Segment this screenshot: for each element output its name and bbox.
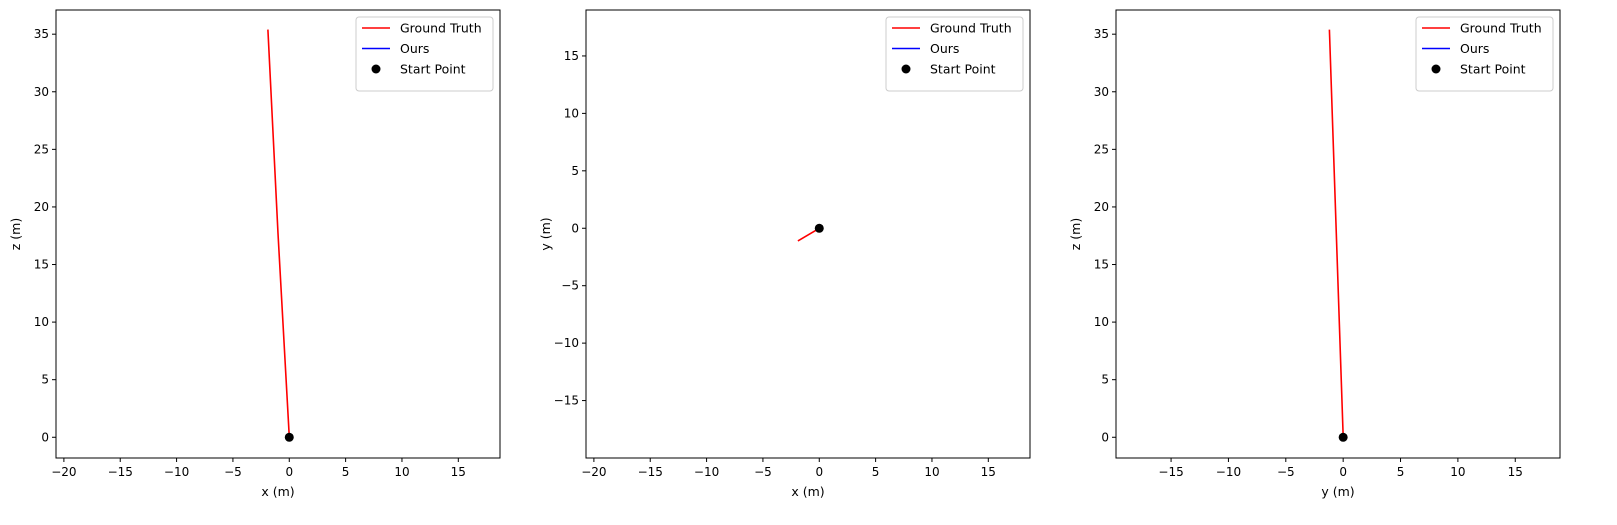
y-tick-label: 5 — [1101, 373, 1109, 387]
x-axis-label: x (m) — [791, 484, 824, 499]
legend-swatch-marker — [371, 64, 381, 74]
legend-entry-label: Ours — [930, 41, 959, 56]
legend-frame — [885, 16, 1024, 92]
x-tick-label: 10 — [1450, 465, 1465, 479]
y-tick-label: 15 — [34, 258, 49, 272]
legend: Ground Truth Ours Start Point — [885, 16, 1024, 92]
start-point-marker — [814, 223, 824, 233]
start-point-marker — [1338, 432, 1348, 442]
x-tick-label: 0 — [1339, 465, 1347, 479]
legend-frame — [1415, 16, 1554, 92]
x-tick-label: −15 — [108, 465, 133, 479]
y-axis-label: z (m) — [8, 218, 23, 250]
series-line-ground-truth — [267, 29, 291, 438]
legend-entry-label: Ground Truth — [1460, 21, 1542, 36]
x-tick-label: 0 — [815, 465, 823, 479]
subplot-3: −15 −10 −5 0 5 10 15 0 5 10 15 20 25 30 35 y (m) z (m) Gr… — [1068, 9, 1561, 499]
axes-frame — [1115, 9, 1561, 459]
series-line-ground-truth — [1328, 29, 1344, 438]
x-tick-label: 15 — [451, 465, 466, 479]
y-tick-label: 0 — [1101, 430, 1109, 444]
legend-entry-label: Start Point — [1460, 62, 1526, 77]
y-tick-label: 5 — [571, 164, 579, 178]
x-tick-label: −5 — [224, 465, 242, 479]
y-tick-label: 10 — [34, 315, 49, 329]
start-point-marker — [284, 432, 294, 442]
legend-entry-label: Ground Truth — [400, 21, 482, 36]
y-tick-label: 35 — [34, 27, 49, 41]
y-tick-label: 25 — [1094, 142, 1109, 156]
y-tick-label: −5 — [561, 279, 579, 293]
y-tick-label: 20 — [1094, 200, 1109, 214]
x-tick-label: 10 — [924, 465, 939, 479]
subplot-2: −20 −15 −10 −5 0 5 10 15 −15 −10 −5 0 5 10 15 x (m) y (m… — [538, 9, 1031, 499]
x-tick-label: −10 — [1216, 465, 1241, 479]
legend-entry-label: Ours — [400, 41, 429, 56]
x-tick-label: −10 — [164, 465, 189, 479]
y-tick-label: 0 — [571, 221, 579, 235]
legend-swatch-marker — [1431, 64, 1441, 74]
y-tick-label: 30 — [1094, 85, 1109, 99]
x-tick-label: −5 — [1277, 465, 1295, 479]
y-tick-label: 15 — [1094, 258, 1109, 272]
x-tick-label: 5 — [1397, 465, 1405, 479]
legend-frame — [355, 16, 494, 92]
x-axis-label: x (m) — [261, 484, 294, 499]
y-tick-label: −15 — [554, 394, 579, 408]
x-tick-label: 0 — [285, 465, 293, 479]
x-tick-label: −5 — [754, 465, 772, 479]
x-tick-label: −20 — [581, 465, 606, 479]
y-tick-label: 5 — [41, 373, 49, 387]
y-tick-label: 35 — [1094, 27, 1109, 41]
legend-entry-label: Start Point — [400, 62, 466, 77]
x-tick-label: −10 — [694, 465, 719, 479]
legend: Ground Truth Ours Start Point — [355, 16, 494, 92]
y-tick-label: 15 — [564, 49, 579, 63]
legend-swatch-marker — [901, 64, 911, 74]
y-axis-label: y (m) — [538, 217, 553, 250]
y-tick-label: 20 — [34, 200, 49, 214]
x-tick-label: 10 — [394, 465, 409, 479]
y-tick-label: 10 — [564, 106, 579, 120]
x-tick-label: −15 — [638, 465, 663, 479]
y-tick-label: −10 — [554, 336, 579, 350]
legend: Ground Truth Ours Start Point — [1415, 16, 1554, 92]
x-tick-label: −15 — [1158, 465, 1183, 479]
axes-frame — [55, 9, 501, 459]
x-tick-label: 15 — [1508, 465, 1523, 479]
y-axis-label: z (m) — [1068, 218, 1083, 250]
x-axis-label: y (m) — [1321, 484, 1354, 499]
x-tick-label: 15 — [981, 465, 996, 479]
y-tick-label: 0 — [41, 430, 49, 444]
x-tick-label: 5 — [872, 465, 880, 479]
y-tick-label: 25 — [34, 142, 49, 156]
axes-frame — [585, 9, 1031, 459]
legend-entry-label: Ours — [1460, 41, 1489, 56]
subplot-1: −20 −15 −10 −5 0 5 10 15 0 5 10 15 20 25 30 35 x (m) z (m… — [8, 9, 501, 499]
x-tick-label: −20 — [51, 465, 76, 479]
legend-entry-label: Ground Truth — [930, 21, 1012, 36]
legend-entry-label: Start Point — [930, 62, 996, 77]
y-tick-label: 30 — [34, 85, 49, 99]
x-tick-label: 5 — [342, 465, 350, 479]
y-tick-label: 10 — [1094, 315, 1109, 329]
